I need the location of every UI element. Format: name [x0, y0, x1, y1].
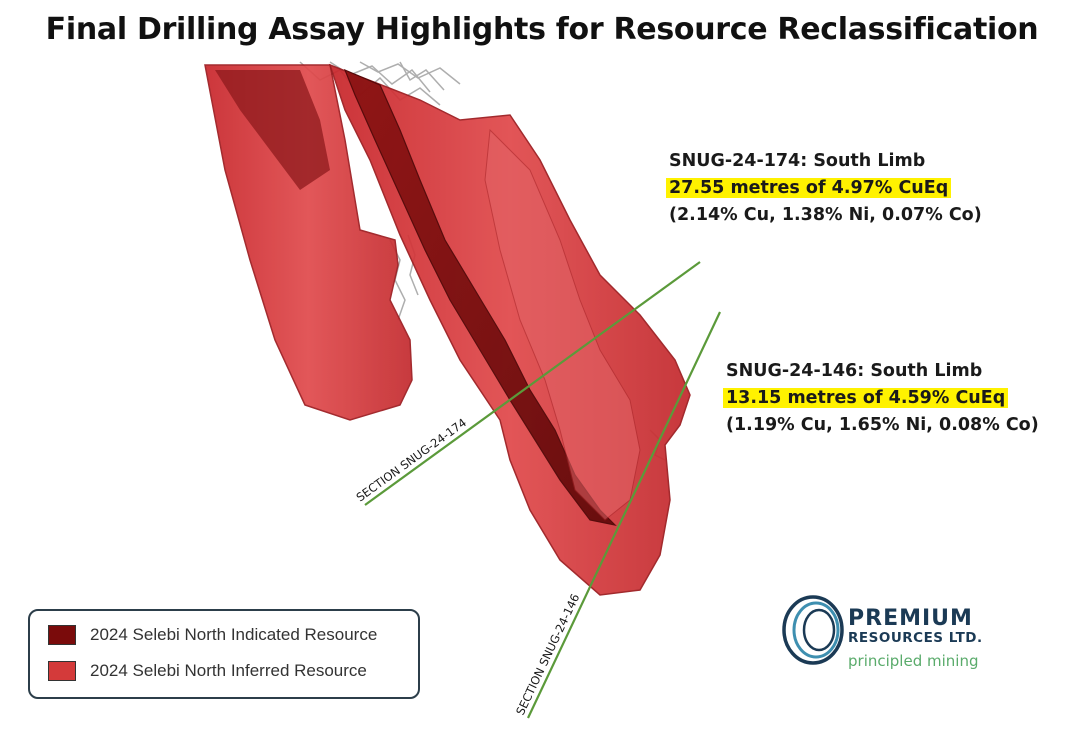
legend: 2024 Selebi North Indicated Resource 202… [28, 609, 420, 699]
logo-name: PREMIUM [848, 606, 973, 631]
callout-hole-label: SNUG-24-174: South Limb [669, 151, 926, 171]
legend-item-indicated: 2024 Selebi North Indicated Resource [48, 625, 377, 645]
callout-highlight: 27.55 metres of 4.97% CuEq [666, 178, 952, 198]
legend-swatch-indicated [48, 625, 76, 645]
inferred-resource-left-limb [204, 64, 413, 421]
inner-shell [484, 128, 641, 521]
premium-logo-icon [782, 595, 844, 665]
callout-hole-label: SNUG-24-146: South Limb [726, 361, 983, 381]
legend-label-inferred: 2024 Selebi North Inferred Resource [90, 661, 367, 680]
legend-swatch-inferred [48, 661, 76, 681]
legend-label-indicated: 2024 Selebi North Indicated Resource [90, 625, 378, 644]
logo-tagline: principled mining [848, 652, 979, 670]
page-title: Final Drilling Assay Highlights for Reso… [45, 12, 1039, 47]
callout-detail: (1.19% Cu, 1.65% Ni, 0.08% Co) [726, 415, 1039, 435]
callout-highlight: 13.15 metres of 4.59% CuEq [723, 388, 1009, 408]
section-line-snug-24-146 [527, 311, 721, 719]
legend-item-inferred: 2024 Selebi North Inferred Resource [48, 661, 367, 681]
logo-subname: RESOURCES LTD. [848, 630, 983, 646]
section-lines [364, 261, 721, 719]
callout-snug-24-174: SNUG-24-174: South Limb 27.55 metres of … [666, 148, 982, 229]
indicated-resource-upper [215, 70, 330, 190]
callout-snug-24-146: SNUG-24-146: South Limb 13.15 metres of … [723, 358, 1039, 439]
section-line-snug-24-174 [364, 261, 701, 506]
section-label-snug-24-174: SECTION SNUG-24-174 [354, 415, 469, 504]
section-label-snug-24-146: SECTION SNUG-24-146 [513, 592, 582, 718]
indicated-resource-core [343, 68, 617, 526]
callout-detail: (2.14% Cu, 1.38% Ni, 0.07% Co) [669, 205, 982, 225]
